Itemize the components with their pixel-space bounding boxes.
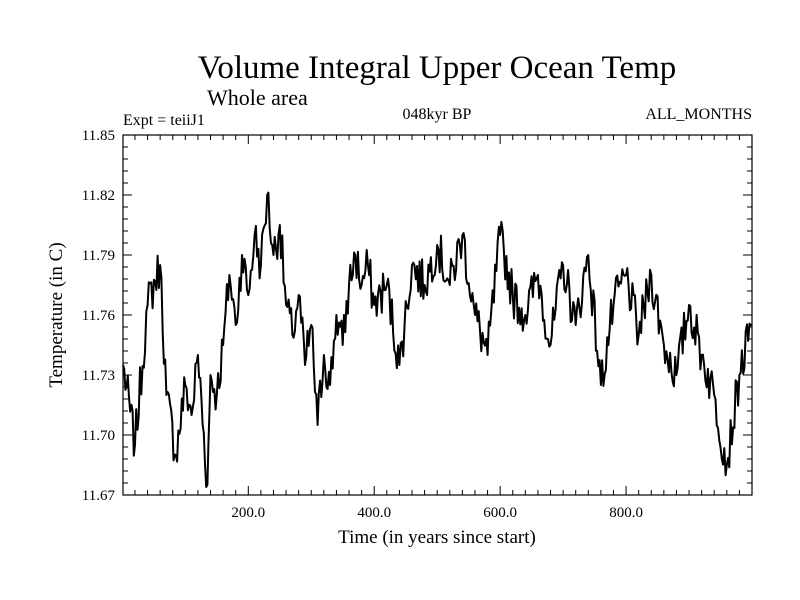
y-tick-label: 11.79	[82, 248, 115, 264]
y-tick-label: 11.82	[82, 188, 115, 204]
period-label: 048kyr BP	[403, 106, 472, 123]
x-tick-label: 200.0	[231, 505, 265, 521]
x-tick-label: 400.0	[357, 505, 391, 521]
y-tick-label: 11.70	[82, 428, 115, 444]
x-axis-ticks	[134, 135, 740, 495]
experiment-label: Expt = teiiJ1	[123, 112, 205, 129]
x-tick-label: 800.0	[609, 505, 643, 521]
y-tick-label: 11.67	[82, 488, 116, 504]
y-tick-label: 11.85	[82, 128, 115, 144]
x-tick-label: 600.0	[483, 505, 517, 521]
chart-subtitle: Whole area	[207, 85, 308, 110]
months-label: ALL_MONTHS	[645, 106, 752, 123]
y-tick-label: 11.76	[82, 308, 116, 324]
y-axis-label: Temperature (in C)	[46, 242, 67, 387]
chart-title: Volume Integral Upper Ocean Temp	[198, 50, 676, 86]
y-tick-label: 11.73	[82, 368, 115, 384]
temperature-series-line	[122, 191, 753, 488]
y-axis-tick-labels: 11.67 11.70 11.73 11.76 11.79 11.82 11.85	[82, 128, 116, 504]
x-axis-label: Time (in years since start)	[338, 527, 536, 548]
x-axis-tick-labels: 200.0 400.0 600.0 800.0	[231, 505, 643, 521]
y-axis-ticks	[123, 146, 752, 484]
